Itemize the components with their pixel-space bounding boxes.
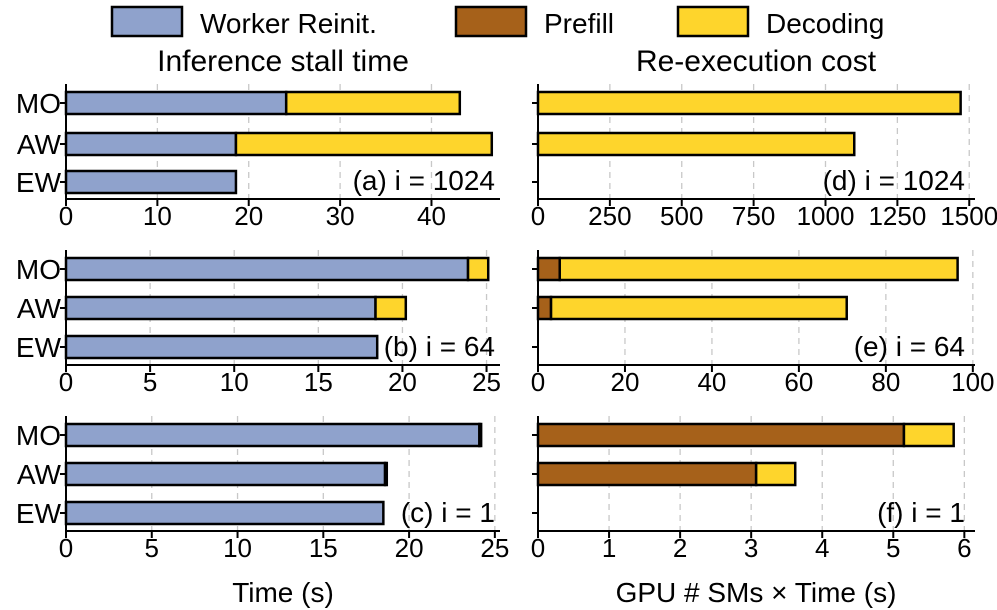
x-tick-label: 0 [59, 533, 73, 563]
bar-c-aw-decoding [383, 461, 389, 487]
panel-annotation-d: (d) i = 1024 [823, 165, 965, 196]
left-column-title: Inference stall time [157, 45, 409, 78]
y-tick-label-ew: EW [16, 332, 62, 363]
legend: Worker Reinit. Prefill Decoding [110, 5, 884, 39]
bar-c-mo-worker-reinit [64, 422, 481, 448]
bar-b-aw-worker-reinit [64, 295, 377, 321]
bar-a-aw-decoding [234, 131, 494, 157]
x-tick-label: 30 [326, 201, 355, 231]
legend-swatch-decoding [676, 5, 750, 38]
panel-annotation-a: (a) i = 1024 [353, 165, 495, 196]
y-tick-label-ew: EW [16, 167, 62, 198]
right-x-axis-label: GPU # SMs × Time (s) [616, 577, 897, 608]
right-column-title: Re-execution cost [636, 45, 877, 78]
x-tick-label: 80 [871, 367, 900, 397]
y-tick-label-mo: MO [16, 254, 61, 285]
x-tick-label: 0 [531, 367, 545, 397]
bar-a-mo-worker-reinit [64, 90, 288, 116]
panel-d: 0 250 500 750 1000 1250 1500 (d) i = 1024 [531, 84, 997, 231]
panel-annotation-c: (c) i = 1 [401, 497, 495, 528]
x-tick-label: 5 [145, 533, 159, 563]
x-tick-label: 20 [388, 367, 417, 397]
x-tick-label: 4 [815, 533, 829, 563]
x-tick-label: 1000 [797, 201, 855, 231]
bar-b-ew-worker-reinit [64, 334, 379, 360]
bar-a-aw-worker-reinit [64, 131, 238, 157]
bar-f-aw-prefill [536, 461, 758, 487]
x-tick-label: 25 [480, 533, 509, 563]
x-tick-label: 500 [660, 201, 703, 231]
legend-label-prefill: Prefill [544, 8, 614, 39]
bar-d-mo-decoding [536, 90, 962, 116]
x-tick-label: 15 [304, 367, 333, 397]
x-tick-label: 40 [417, 201, 446, 231]
y-tick-label-mo: MO [16, 420, 61, 451]
x-tick-label: 0 [59, 367, 73, 397]
bar-f-mo-prefill [536, 422, 906, 448]
x-tick-label: 25 [472, 367, 501, 397]
x-tick-label: 0 [531, 201, 545, 231]
x-tick-label: 3 [744, 533, 758, 563]
y-tick-label-aw: AW [17, 459, 62, 490]
x-tick-label: 6 [957, 533, 971, 563]
bar-e-aw-decoding [549, 295, 848, 321]
bar-b-aw-decoding [374, 295, 408, 321]
bar-e-mo-decoding [558, 256, 959, 282]
bar-c-mo-decoding [478, 422, 483, 448]
bar-b-mo-decoding [466, 256, 490, 282]
panel-annotation-b: (b) i = 64 [384, 331, 495, 362]
bar-a-mo-decoding [284, 90, 462, 116]
left-x-axis-label: Time (s) [232, 577, 334, 608]
panel-annotation-f: (f) i = 1 [877, 497, 965, 528]
bar-e-aw-prefill [536, 295, 553, 321]
legend-swatch-prefill [454, 5, 528, 38]
x-tick-label: 10 [143, 201, 172, 231]
bar-d-aw-decoding [536, 131, 856, 157]
x-tick-label: 15 [309, 533, 338, 563]
x-tick-label: 40 [697, 367, 726, 397]
x-tick-label: 0 [531, 533, 545, 563]
x-tick-label: 20 [234, 201, 263, 231]
legend-swatch-worker-reinit [110, 5, 184, 38]
y-tick-label-aw: AW [17, 129, 62, 160]
panel-f: 0 1 2 3 4 5 6 (f) i = 1 [531, 416, 975, 563]
x-tick-label: 20 [611, 367, 640, 397]
panel-annotation-e: (e) i = 64 [854, 331, 965, 362]
bar-a-ew-worker-reinit [64, 169, 238, 195]
bar-f-mo-decoding [902, 422, 955, 448]
panel-b: MO AW EW 0 5 10 15 20 25 (b) i = 64 [16, 250, 501, 397]
y-tick-label-aw: AW [17, 293, 62, 324]
x-tick-label: 100 [951, 367, 994, 397]
bar-c-aw-worker-reinit [64, 461, 387, 487]
x-tick-label: 2 [673, 533, 687, 563]
legend-label-worker-reinit: Worker Reinit. [200, 8, 377, 39]
x-tick-label: 750 [732, 201, 775, 231]
x-tick-label: 10 [223, 533, 252, 563]
y-tick-label-ew: EW [16, 498, 62, 529]
x-tick-label: 0 [59, 201, 73, 231]
x-tick-label: 10 [220, 367, 249, 397]
legend-label-decoding: Decoding [766, 8, 884, 39]
x-tick-label: 5 [886, 533, 900, 563]
x-tick-label: 1 [602, 533, 616, 563]
x-tick-label: 1250 [868, 201, 926, 231]
y-tick-label-mo: MO [16, 88, 61, 119]
bar-f-aw-decoding [754, 461, 797, 487]
x-tick-label: 250 [588, 201, 631, 231]
bar-b-mo-worker-reinit [64, 256, 470, 282]
x-tick-label: 5 [143, 367, 157, 397]
panel-a: MO AW EW0 10 20 30 40 (a) i = 1024 [16, 84, 500, 231]
x-tick-label: 20 [395, 533, 424, 563]
x-tick-label: 60 [784, 367, 813, 397]
panel-e: 0 20 40 60 80 100 (e) i = 64 [531, 250, 995, 397]
bar-c-ew-worker-reinit [64, 500, 385, 526]
bar-e-mo-prefill [536, 256, 561, 282]
panel-c: MO AW EW 0 5 10 15 20 25 (c) i = 1 [16, 416, 509, 563]
x-tick-label: 1500 [940, 201, 997, 231]
